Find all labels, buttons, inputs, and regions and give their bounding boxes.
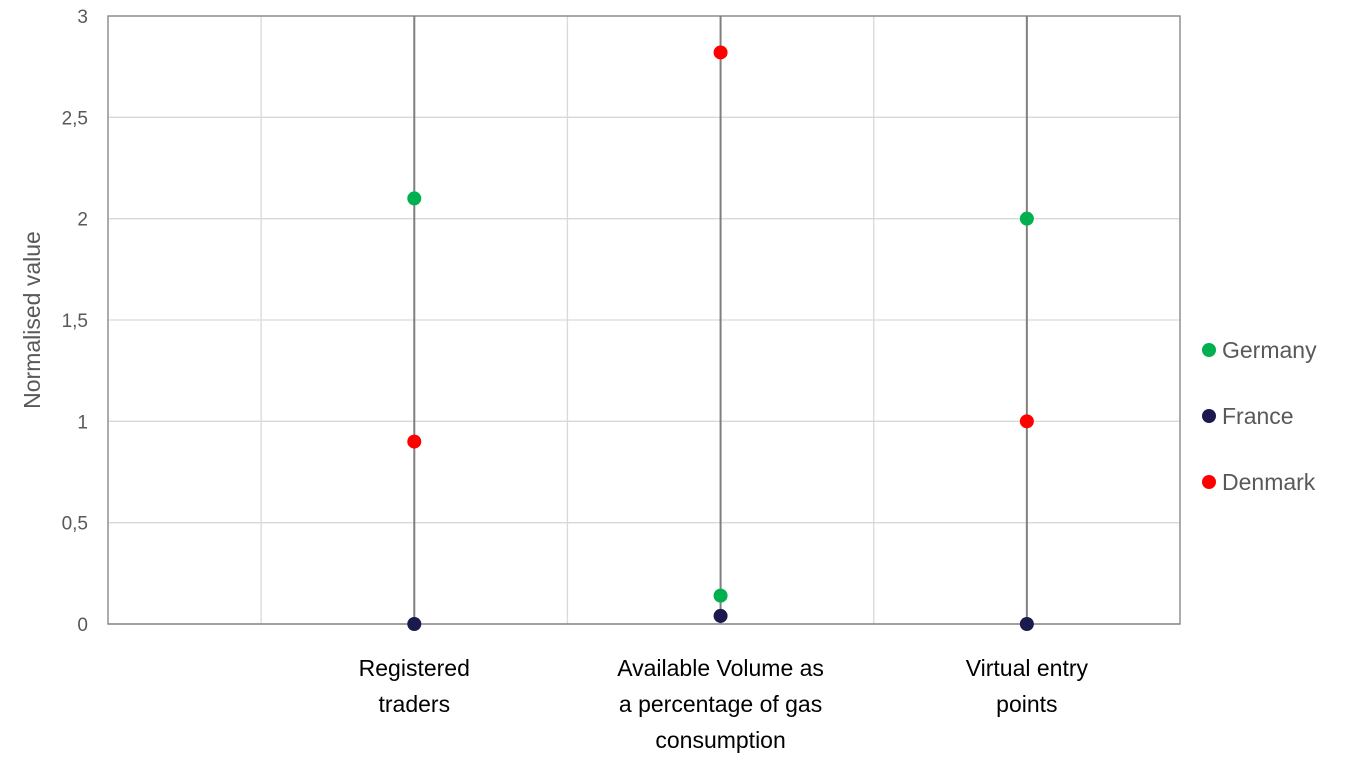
legend-label-france: France bbox=[1222, 403, 1294, 429]
x-category-label: Available Volume as bbox=[617, 655, 824, 681]
y-tick-label: 0,5 bbox=[62, 514, 88, 535]
legend-marker-france bbox=[1202, 409, 1216, 423]
data-point-denmark bbox=[1019, 414, 1034, 429]
data-point-germany bbox=[407, 191, 422, 206]
legend: Germany France Denmark bbox=[1202, 337, 1317, 495]
x-category-label: consumption bbox=[655, 727, 785, 753]
x-category-label: Virtual entry bbox=[966, 655, 1089, 681]
y-tick-label: 1,5 bbox=[62, 311, 88, 332]
legend-marker-denmark bbox=[1202, 475, 1216, 489]
data-point-germany bbox=[1019, 211, 1034, 226]
axes bbox=[107, 15, 1181, 625]
data-point-germany bbox=[713, 588, 728, 603]
legend-marker-germany bbox=[1202, 343, 1216, 357]
drop-lines bbox=[413, 16, 1028, 624]
y-tick-label: 1 bbox=[77, 412, 88, 433]
data-point-france bbox=[713, 608, 728, 623]
x-category-label: a percentage of gas bbox=[619, 691, 822, 717]
legend-label-germany: Germany bbox=[1222, 337, 1317, 363]
y-tick-label: 2,5 bbox=[62, 108, 88, 129]
x-category-label: Registered bbox=[359, 655, 470, 681]
x-category-label: points bbox=[996, 691, 1057, 717]
data-point-denmark bbox=[407, 434, 422, 449]
data-point-denmark bbox=[713, 45, 728, 60]
grid bbox=[108, 15, 1180, 624]
data-point-france bbox=[407, 617, 422, 631]
axis-labels: 0 0,5 1 1,5 2 2,5 3 Normalised value Registered t… bbox=[19, 7, 1089, 753]
x-category-label: traders bbox=[378, 691, 450, 717]
legend-label-denmark: Denmark bbox=[1222, 469, 1316, 495]
y-tick-label: 2 bbox=[77, 210, 88, 231]
data-point-france bbox=[1019, 617, 1034, 631]
y-tick-label: 3 bbox=[77, 7, 88, 28]
y-tick-label: 0 bbox=[77, 615, 88, 636]
y-axis-title: Normalised value bbox=[19, 231, 45, 409]
data-points bbox=[407, 45, 1034, 631]
